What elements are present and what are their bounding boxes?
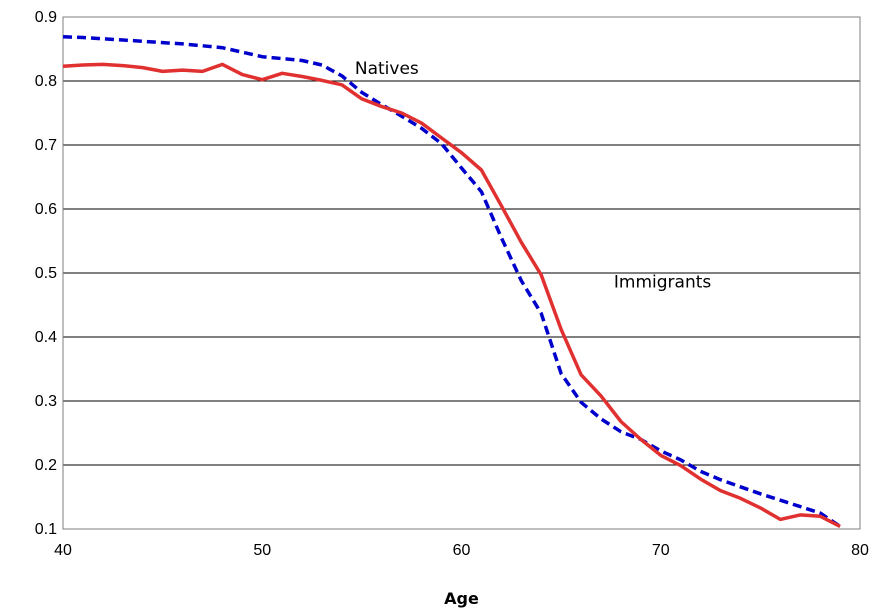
y-tick-label: 0.7 bbox=[35, 137, 57, 154]
x-axis-title: Age bbox=[444, 589, 479, 608]
y-axis-tick-labels: 0.1 0.2 0.3 0.4 0.5 0.6 0.7 0.8 0.9 bbox=[35, 9, 57, 538]
y-tick-label: 0.1 bbox=[35, 521, 57, 538]
x-axis-tick-labels: 40 50 60 70 80 bbox=[54, 542, 869, 559]
gridlines bbox=[63, 16, 860, 530]
series-lines bbox=[62, 35, 842, 528]
y-tick-label: 0.9 bbox=[35, 9, 57, 26]
x-tick-label: 50 bbox=[253, 542, 271, 559]
plot-area-border bbox=[62, 16, 861, 530]
y-tick-label: 0.4 bbox=[35, 329, 57, 346]
x-tick-label: 40 bbox=[54, 542, 72, 559]
series-label-natives: Natives bbox=[355, 59, 419, 79]
y-tick-label: 0.8 bbox=[35, 73, 57, 90]
x-tick-label: 60 bbox=[453, 542, 471, 559]
series-annotations: Natives Immigrants bbox=[355, 59, 712, 292]
y-tick-label: 0.6 bbox=[35, 201, 57, 218]
series-line-natives bbox=[62, 35, 842, 528]
y-tick-label: 0.2 bbox=[35, 457, 57, 474]
series-label-immigrants: Immigrants bbox=[614, 272, 711, 292]
series-line-immigrants bbox=[62, 62, 841, 528]
x-tick-label: 70 bbox=[652, 542, 670, 559]
x-tick-label: 80 bbox=[851, 542, 869, 559]
y-tick-label: 0.3 bbox=[35, 393, 57, 410]
y-tick-label: 0.5 bbox=[35, 265, 57, 282]
